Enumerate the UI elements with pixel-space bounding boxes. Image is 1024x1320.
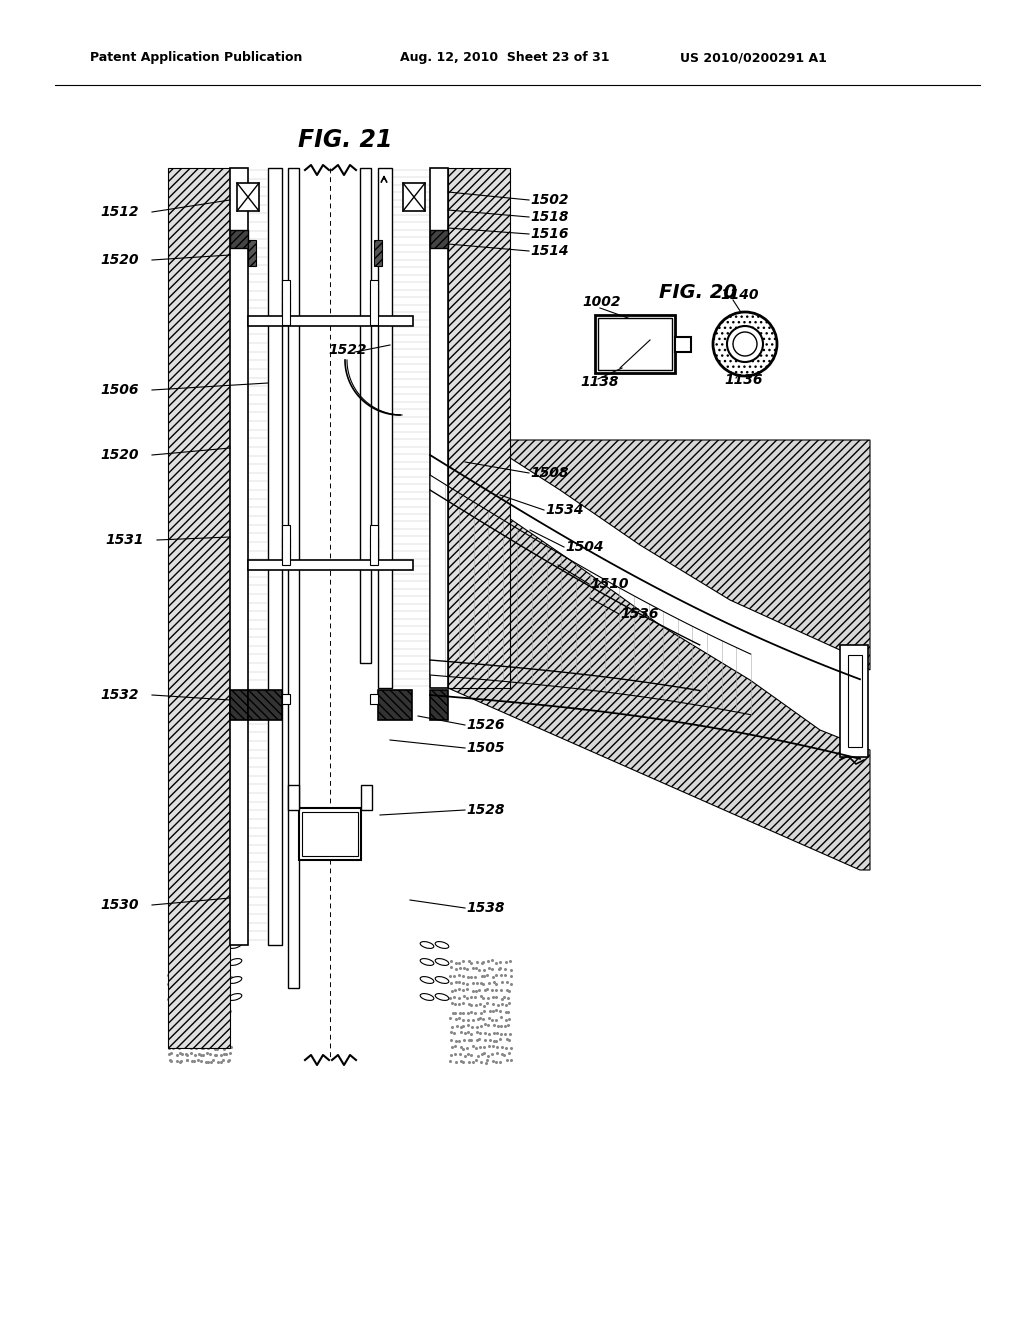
Bar [282,539,290,548]
Text: Patent Application Publication: Patent Application Publication [90,51,302,65]
Text: 1502: 1502 [530,193,568,207]
Text: 1520: 1520 [100,253,138,267]
Polygon shape [449,440,870,671]
Bar [378,168,392,688]
Ellipse shape [420,977,434,983]
Text: 1534: 1534 [545,503,584,517]
Ellipse shape [228,958,242,965]
Text: 1506: 1506 [100,383,138,397]
Bar [248,690,282,719]
Bar [248,240,256,267]
Bar [449,168,510,688]
Ellipse shape [420,958,434,965]
Bar [282,302,290,312]
Bar [288,168,299,987]
Bar [370,550,378,560]
Ellipse shape [213,994,226,1001]
Bar [282,550,290,560]
Ellipse shape [435,994,449,1001]
Bar [370,290,378,300]
Bar [288,785,299,810]
Bar [378,690,412,719]
Text: 1504: 1504 [565,540,603,554]
Text: 1510: 1510 [590,577,629,591]
Bar [230,168,248,945]
Bar [361,785,372,810]
Text: 1531: 1531 [105,533,143,546]
Text: 1516: 1516 [530,227,568,242]
Bar [675,337,691,352]
Bar [370,539,378,548]
Bar [430,230,449,248]
Bar [430,168,449,688]
Ellipse shape [435,977,449,983]
Text: 1532: 1532 [100,688,138,702]
Bar [595,315,675,374]
Text: FIG. 21: FIG. 21 [298,128,392,152]
Text: 1522: 1522 [328,343,367,356]
Text: 1536: 1536 [620,607,658,620]
Bar [370,525,378,565]
Bar [370,694,378,704]
Bar [282,280,290,325]
Bar [374,240,382,267]
Text: 1140: 1140 [720,288,759,302]
Bar [248,560,413,570]
Text: 1505: 1505 [466,741,505,755]
Bar [282,525,290,565]
Ellipse shape [435,958,449,965]
Ellipse shape [213,941,226,948]
Text: 1526: 1526 [466,718,505,733]
Ellipse shape [213,958,226,965]
Bar [168,168,230,1048]
Text: 1528: 1528 [466,803,505,817]
Circle shape [713,312,777,376]
Text: 1508: 1508 [530,466,568,480]
Circle shape [733,333,757,356]
Text: 1518: 1518 [530,210,568,224]
Bar [370,302,378,312]
Bar [403,183,425,211]
Text: US 2010/0200291 A1: US 2010/0200291 A1 [680,51,826,65]
Text: 1138: 1138 [580,375,618,389]
Ellipse shape [228,941,242,948]
Bar [370,280,378,325]
Polygon shape [449,506,870,870]
Text: 1520: 1520 [100,447,138,462]
Bar [248,315,413,326]
Ellipse shape [420,994,434,1001]
Ellipse shape [213,977,226,983]
Ellipse shape [228,994,242,1001]
Bar [230,230,248,248]
Bar [430,690,449,719]
Bar [268,168,282,945]
Bar [840,645,868,756]
Text: 1514: 1514 [530,244,568,257]
Text: 1538: 1538 [466,902,505,915]
Bar [302,812,358,855]
Ellipse shape [435,941,449,948]
Text: FIG. 20: FIG. 20 [659,284,737,302]
Bar [598,318,672,370]
Bar [282,694,290,704]
Text: 1512: 1512 [100,205,138,219]
Text: 1136: 1136 [724,374,763,387]
Bar [237,183,259,211]
Ellipse shape [228,977,242,983]
Bar [360,168,371,663]
Bar [230,690,248,719]
Ellipse shape [420,941,434,948]
Text: 1530: 1530 [100,898,138,912]
Text: Aug. 12, 2010  Sheet 23 of 31: Aug. 12, 2010 Sheet 23 of 31 [400,51,609,65]
Bar [282,290,290,300]
Bar [848,655,862,747]
Text: 1002: 1002 [582,294,621,309]
Circle shape [727,326,763,362]
Bar [299,808,361,861]
